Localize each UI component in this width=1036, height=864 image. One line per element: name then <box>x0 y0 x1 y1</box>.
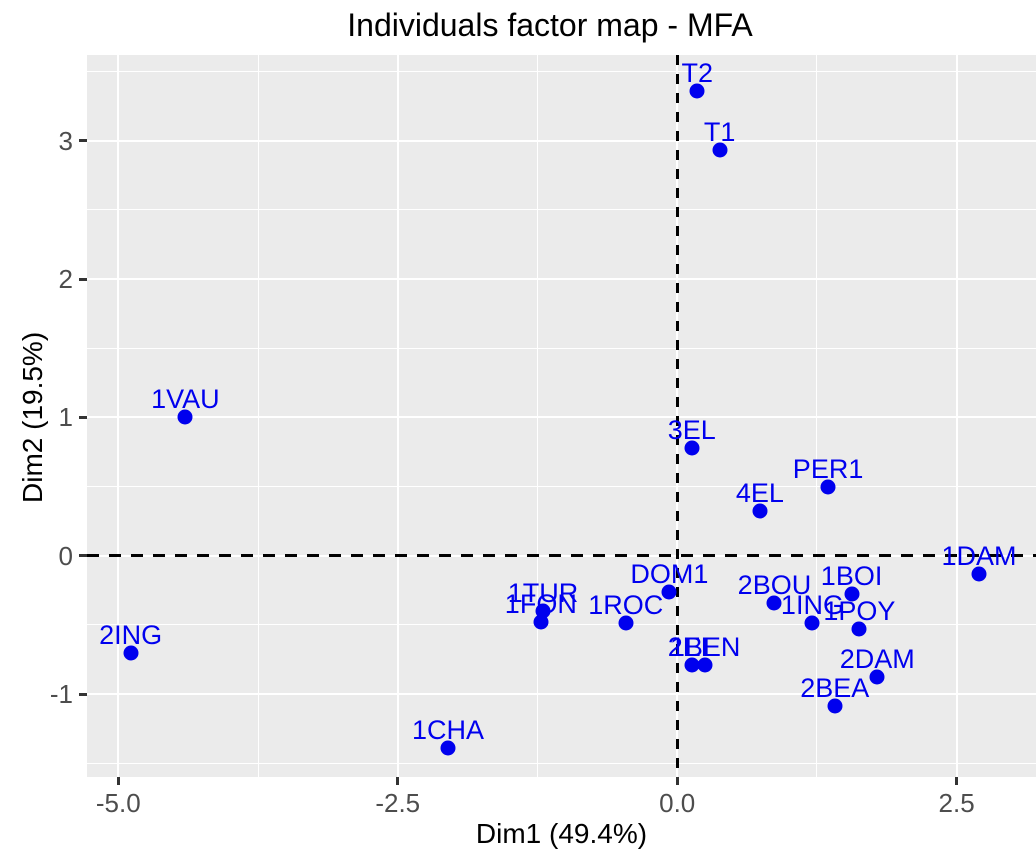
point-label-2EL: 2EL <box>667 631 716 662</box>
data-point-1BOI[interactable] <box>844 586 860 602</box>
point-label-PER1: PER1 <box>792 453 864 484</box>
gridline-major-y <box>87 139 1036 142</box>
point-label-2ING: 2ING <box>99 619 163 650</box>
dashed-hline-y0 <box>87 554 1036 558</box>
gridline-minor-y <box>87 71 1036 73</box>
data-point-2BOU[interactable] <box>766 595 782 611</box>
gridline-minor-y <box>87 486 1036 488</box>
data-point-3EL[interactable] <box>684 440 700 456</box>
point-label-1POY: 1POY <box>823 596 896 626</box>
gridline-minor-y <box>87 762 1036 764</box>
point-label-2BEA: 2BEA <box>800 673 870 704</box>
x-tick-mark <box>116 777 120 785</box>
data-point-1POY[interactable] <box>851 621 867 637</box>
x-tick-mark <box>955 777 959 785</box>
y-tick-label: 2 <box>58 264 73 295</box>
data-point-4EL[interactable] <box>752 503 768 519</box>
point-label-2BOU: 2BOU <box>737 569 812 600</box>
data-point-1VAU[interactable] <box>177 409 193 425</box>
y-tick-label: 0 <box>58 540 73 571</box>
gridline-minor-y <box>87 209 1036 211</box>
point-label-1TUR: 1TUR <box>507 578 579 609</box>
point-label-1BEN: 1BEN <box>669 631 741 662</box>
gridline-minor-y <box>87 624 1036 626</box>
x-tick-label: 2.5 <box>938 788 975 818</box>
point-label-3EL: 3EL <box>667 414 716 445</box>
point-label-1ING: 1ING <box>780 590 844 621</box>
point-label-1BOI: 1BOI <box>820 561 883 592</box>
x-tick-label: -2.5 <box>375 788 421 818</box>
x-tick-label: -5.0 <box>95 788 141 818</box>
data-point-1ROC[interactable] <box>618 615 634 631</box>
x-tick-mark <box>396 777 400 785</box>
point-label-1FON: 1FON <box>504 589 577 620</box>
gridline-major-x <box>117 55 120 777</box>
data-point-2EL[interactable] <box>684 657 700 673</box>
plot-panel: T2 T1 1VAU 3EL PER1 4EL 1DAM DOM1 1BOI 2BOU 1TUR 1F… <box>87 55 1036 777</box>
gridline-major-y <box>87 693 1036 695</box>
data-point-1BEN[interactable] <box>697 657 713 673</box>
y-tick-label: 3 <box>58 125 73 156</box>
y-tick-label: -1 <box>49 679 73 709</box>
point-label-2DAM: 2DAM <box>839 644 915 675</box>
data-point-T2[interactable] <box>689 83 705 99</box>
gridline-major-y <box>87 416 1036 419</box>
gridline-major-x <box>396 55 399 777</box>
data-point-PER1[interactable] <box>820 479 836 495</box>
point-label-1DAM: 1DAM <box>941 540 1017 571</box>
point-label-1ROC: 1ROC <box>588 590 664 621</box>
point-label-4EL: 4EL <box>735 478 784 509</box>
point-label-T2: T2 <box>681 57 714 88</box>
gridline-major-y <box>87 278 1036 281</box>
y-tick-mark <box>79 692 87 696</box>
y-tick-label: 1 <box>58 402 73 433</box>
plot-title: Individuals factor map - MFA <box>347 7 753 43</box>
data-point-1DAM[interactable] <box>971 566 987 582</box>
data-point-T1[interactable] <box>712 142 728 158</box>
gridline-minor-x <box>816 55 818 777</box>
gridline-minor-y <box>87 347 1036 349</box>
y-tick-mark <box>79 415 87 419</box>
gridline-minor-x <box>257 55 259 777</box>
y-tick-mark <box>79 277 87 281</box>
data-point-2BEA[interactable] <box>827 698 843 714</box>
point-label-1VAU: 1VAU <box>151 384 220 415</box>
data-point-2DAM[interactable] <box>869 669 885 685</box>
data-point-1FON[interactable] <box>533 614 549 630</box>
x-tick-label: 0.0 <box>659 788 696 818</box>
gridline-major-x <box>955 55 958 777</box>
data-point-2ING[interactable] <box>123 645 139 661</box>
data-point-1CHA[interactable] <box>440 740 456 756</box>
y-tick-mark <box>79 139 87 143</box>
y-tick-mark <box>79 554 87 558</box>
dashed-vline-x0 <box>675 55 679 777</box>
point-label-1CHA: 1CHA <box>412 714 485 745</box>
x-axis-title: Dim1 (49.4%) <box>475 818 648 849</box>
point-label-DOM1: DOM1 <box>630 558 709 589</box>
data-point-1ING[interactable] <box>804 615 820 631</box>
x-tick-mark <box>675 777 679 785</box>
point-label-T1: T1 <box>703 117 736 148</box>
gridline-minor-x <box>536 55 538 777</box>
data-point-DOM1[interactable] <box>661 584 677 600</box>
